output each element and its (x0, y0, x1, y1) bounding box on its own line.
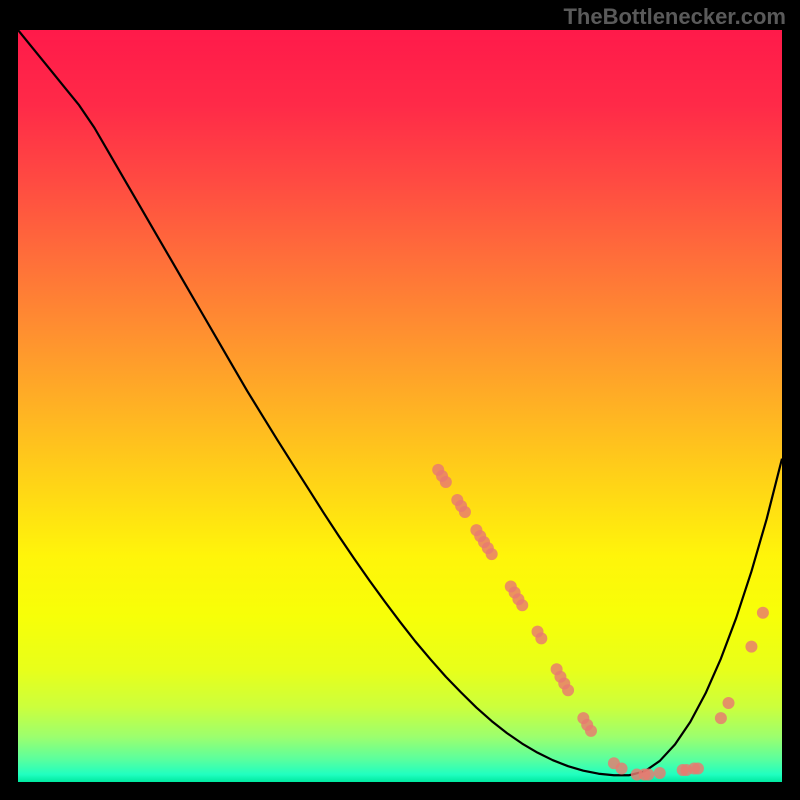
data-marker (616, 762, 628, 774)
data-marker (562, 684, 574, 696)
bottleneck-curve-chart (18, 30, 782, 782)
data-marker (723, 697, 735, 709)
data-marker (715, 712, 727, 724)
data-marker (745, 641, 757, 653)
data-marker (692, 762, 704, 774)
attribution-text: TheBottlenecker.com (563, 4, 786, 30)
chart-container: TheBottlenecker.com (0, 0, 800, 800)
chart-background (18, 30, 782, 782)
data-marker (516, 599, 528, 611)
data-marker (535, 632, 547, 644)
data-marker (642, 768, 654, 780)
data-marker (654, 767, 666, 779)
data-marker (757, 607, 769, 619)
data-marker (459, 506, 471, 518)
plot-area (18, 30, 782, 782)
data-marker (486, 548, 498, 560)
data-marker (585, 725, 597, 737)
data-marker (440, 476, 452, 488)
